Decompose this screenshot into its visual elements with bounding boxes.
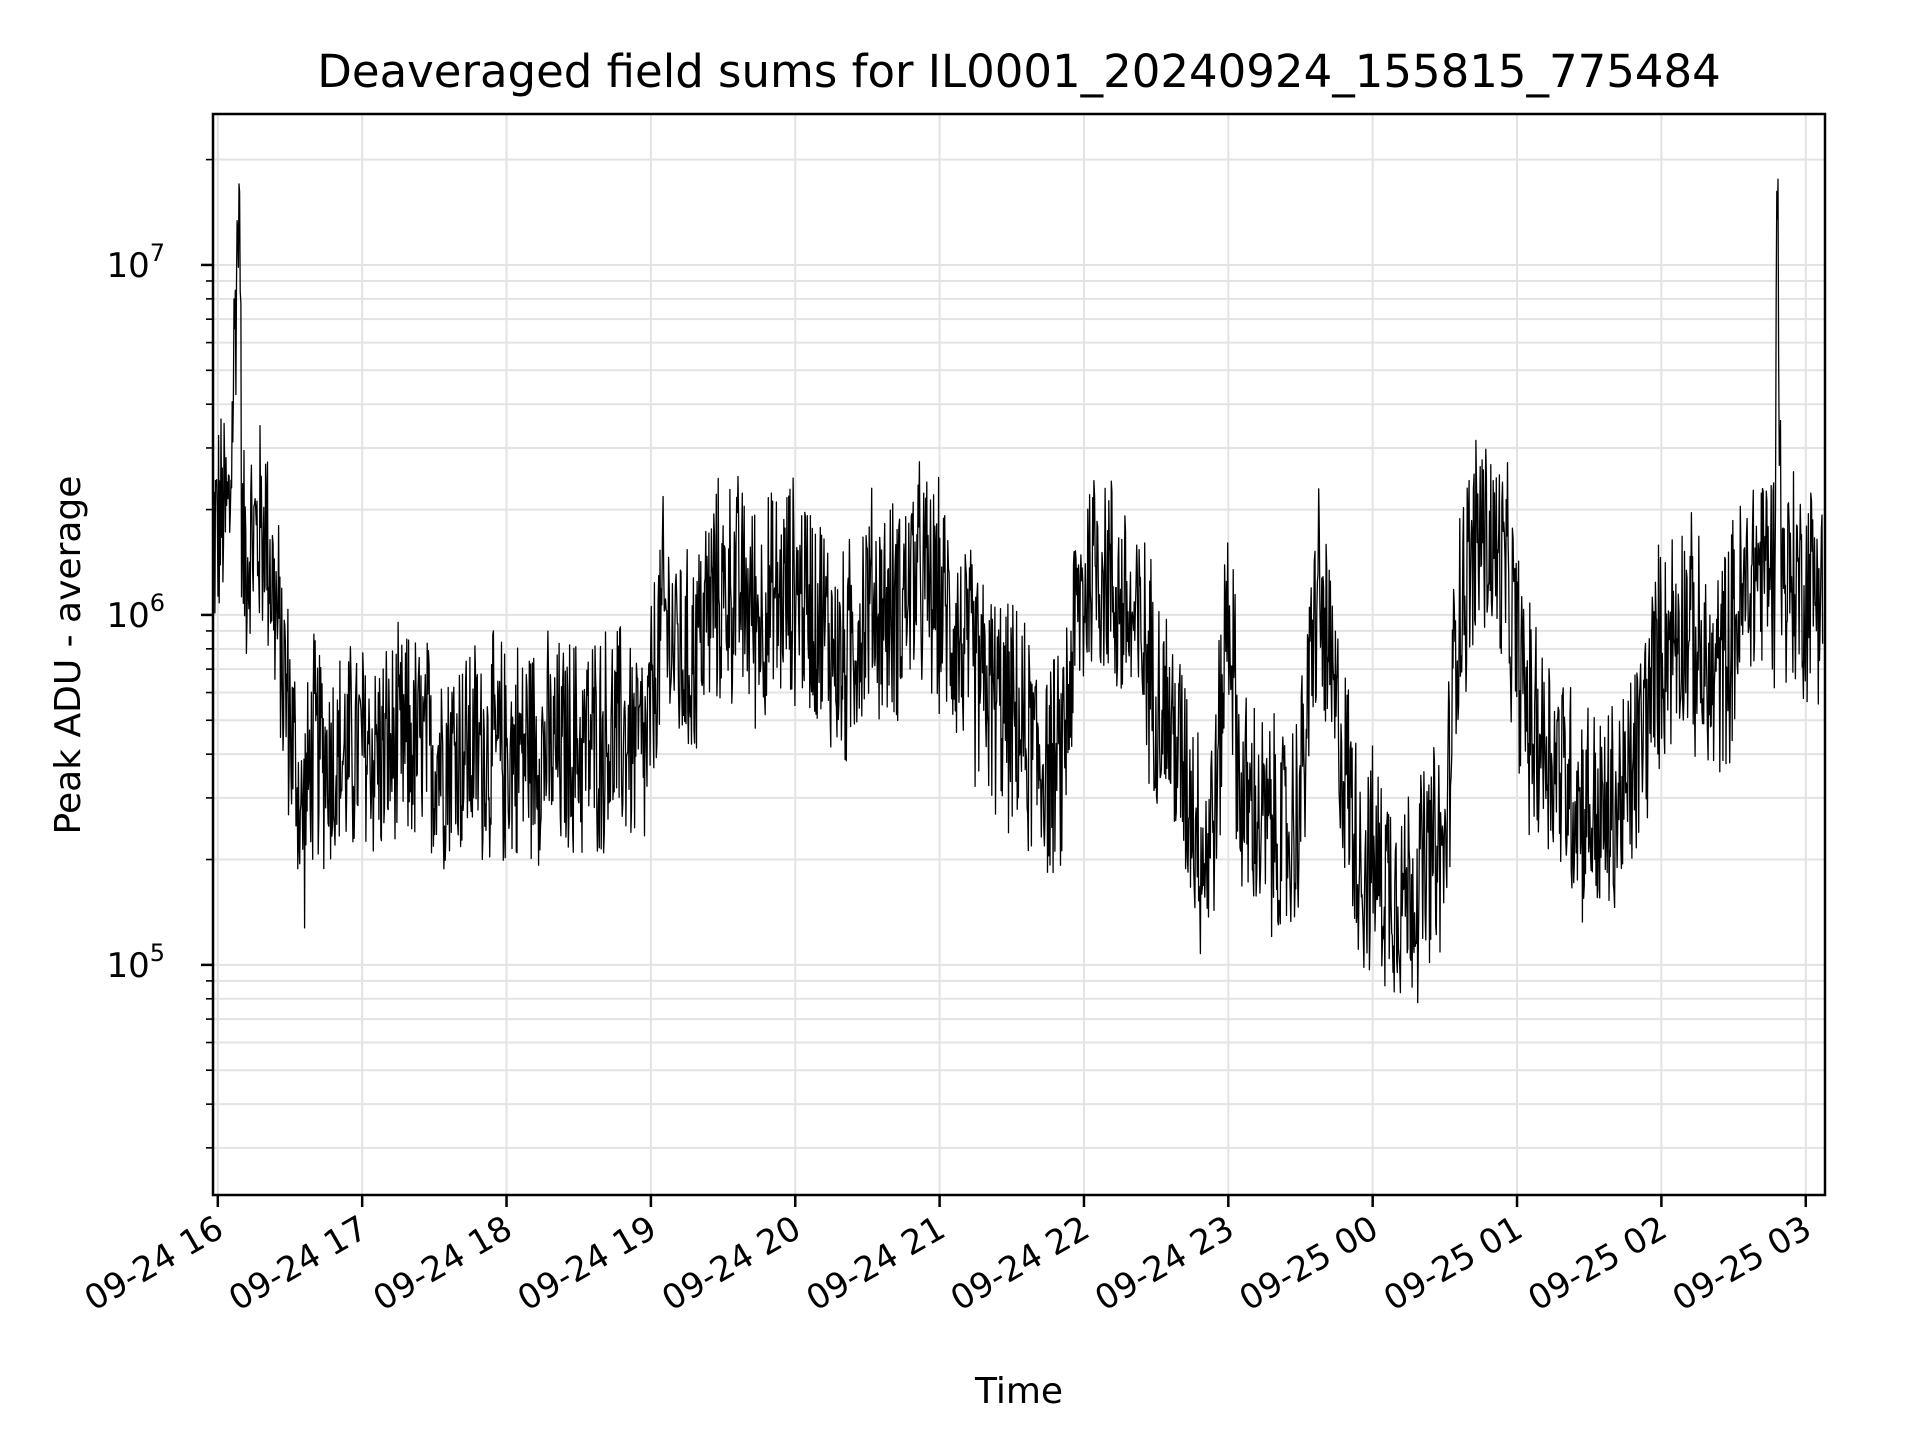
x-tick-label: 09-24 21 (800, 1208, 952, 1319)
x-tick-label: 09-24 20 (655, 1208, 807, 1319)
y-axis: 105 106 107 (106, 158, 213, 1149)
x-tick-label: 09-25 02 (1522, 1208, 1674, 1319)
series-group (212, 178, 1824, 1004)
x-tick-label: 09-25 01 (1377, 1208, 1529, 1319)
x-axis-label: Time (974, 1371, 1063, 1412)
x-tick-label: 09-24 23 (1088, 1208, 1240, 1319)
y-axis-label: Peak ADU - average (48, 476, 89, 835)
grid (213, 114, 1825, 1195)
x-tick-label: 09-24 19 (511, 1208, 663, 1319)
x-tick-label: 09-24 18 (367, 1208, 519, 1319)
x-tick-label: 09-25 00 (1233, 1208, 1385, 1319)
y-tick-label: 105 (106, 939, 165, 986)
chart-title: Deaveraged field sums for IL0001_2024092… (317, 45, 1721, 98)
y-tick-label: 107 (106, 239, 165, 286)
y-tick-label: 106 (106, 589, 165, 636)
series-line (212, 178, 1824, 1004)
plot-frame (211, 112, 1827, 1197)
x-tick-label: 09-24 16 (78, 1208, 230, 1319)
x-tick-label: 09-24 17 (222, 1208, 374, 1319)
x-tick-label: 09-25 03 (1666, 1208, 1818, 1319)
x-tick-label: 09-24 22 (944, 1208, 1096, 1319)
